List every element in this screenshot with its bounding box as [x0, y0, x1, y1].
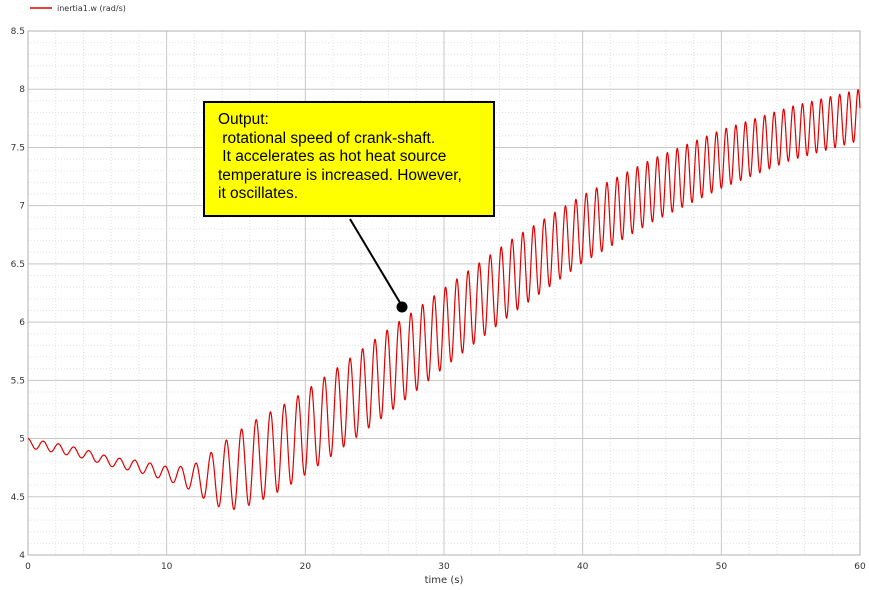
callout-line-1: Output:	[218, 111, 269, 128]
y-tick-label: 5	[19, 435, 25, 445]
callout-line-4: temperature is increased. However,	[218, 166, 462, 184]
x-axis: 0 10 20 30 40 50 60	[25, 562, 866, 572]
y-tick-label: 4.5	[11, 493, 25, 503]
x-tick-label: 10	[161, 562, 173, 572]
x-tick-label: 20	[300, 562, 312, 572]
y-tick-label: 5.5	[11, 376, 25, 386]
callout-pointer-dot	[396, 301, 408, 313]
callout-line-2: rotational speed of crank-shaft.	[218, 129, 436, 147]
callout-line-5: it oscillates.	[218, 185, 299, 202]
y-tick-label: 7.5	[11, 143, 25, 153]
x-tick-label: 40	[577, 562, 589, 572]
legend: inertia1.w (rad/s)	[30, 4, 126, 13]
y-tick-label: 7	[19, 202, 25, 212]
legend-label: inertia1.w (rad/s)	[57, 4, 126, 13]
y-axis: 4 4.5 5 5.5 6 6.5 7 7.5 8 8.5	[11, 27, 26, 561]
series-line-inertia1-w	[27, 89, 861, 511]
callout-line-3: It accelerates as hot heat source	[218, 148, 447, 165]
callout-pointer	[349, 218, 403, 307]
x-tick-label: 60	[854, 562, 866, 572]
x-tick-label: 50	[716, 562, 728, 572]
y-tick-label: 6.5	[11, 260, 25, 270]
y-tick-label: 4	[19, 551, 25, 561]
x-tick-label: 30	[438, 562, 450, 572]
y-tick-label: 6	[19, 318, 25, 328]
y-tick-label: 8	[19, 85, 25, 95]
x-axis-label: time (s)	[425, 575, 464, 586]
annotation-callout: Output: rotational speed of crank-shaft.…	[203, 101, 495, 217]
y-tick-label: 8.5	[11, 27, 25, 37]
x-tick-label: 0	[25, 562, 31, 572]
plot-frame	[27, 30, 861, 556]
